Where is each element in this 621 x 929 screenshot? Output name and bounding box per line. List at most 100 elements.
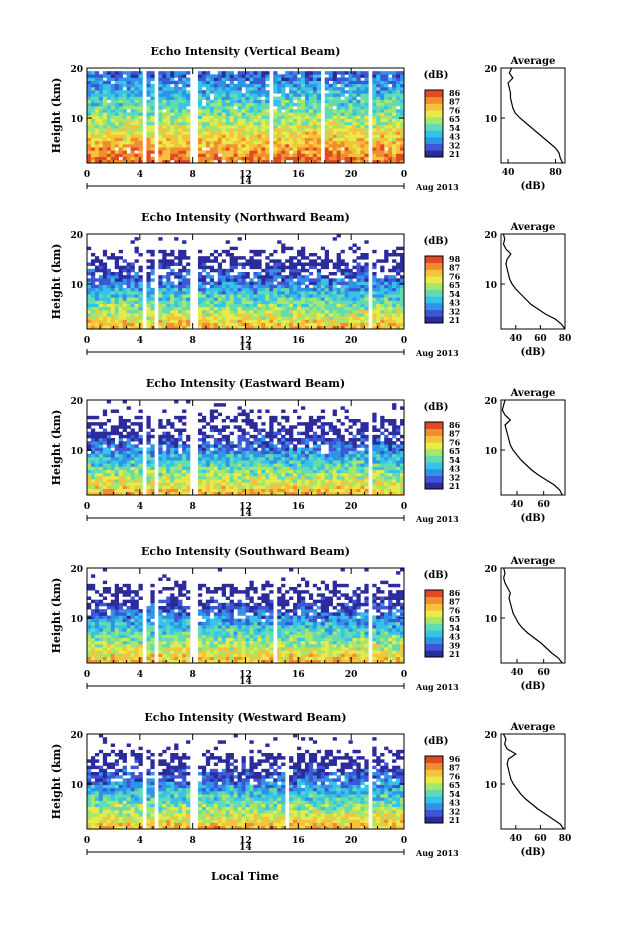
heatmap-cell (213, 313, 219, 317)
heatmap-cell (273, 482, 278, 486)
heatmap-cell (304, 447, 310, 451)
heatmap-cell (285, 281, 290, 285)
heatmap-cell (253, 102, 258, 107)
heatmap-cell (166, 287, 171, 292)
heatmap-cell (293, 87, 298, 91)
heatmap-cell (197, 313, 203, 317)
heatmap-cell (312, 265, 318, 270)
heatmap-cell (269, 303, 274, 308)
heatmap-cell (138, 90, 143, 94)
heatmap-cell (102, 153, 108, 157)
heatmap-cell (94, 74, 100, 78)
heatmap-cell (130, 131, 135, 135)
heatmap-cell (364, 144, 369, 148)
heatmap-cell (94, 125, 100, 129)
heatmap-cell (217, 71, 223, 75)
heatmap-cell (174, 93, 179, 97)
heatmap-cell (229, 319, 234, 323)
heatmap-cell (162, 450, 167, 455)
heatmap-cell (300, 150, 306, 154)
heatmap-cell (134, 246, 139, 251)
heatmap-cell (328, 96, 333, 100)
heatmap-cell (380, 259, 385, 263)
heatmap-cell (174, 74, 179, 78)
heatmap-cell (320, 310, 326, 314)
heatmap-cell (308, 156, 314, 161)
heatmap-cell (277, 74, 282, 78)
heatmap-cell (360, 275, 365, 279)
heatmap-cell (201, 125, 207, 129)
heatmap-cell (174, 131, 179, 135)
heatmap-cell (150, 147, 155, 151)
heatmap-cell (229, 325, 234, 330)
heatmap-cell (138, 325, 143, 330)
heatmap-cell (293, 319, 298, 323)
heatmap-cell (102, 147, 108, 151)
heatmap-cell (126, 278, 131, 282)
heatmap-cell (134, 316, 139, 320)
heatmap-cell (273, 265, 278, 270)
heatmap-cell (376, 322, 381, 327)
heatmap-cell (245, 491, 250, 496)
heatmap-cell (304, 322, 310, 327)
heatmap-cell (106, 115, 112, 119)
heatmap-cell (336, 121, 341, 126)
heatmap-cell (297, 325, 302, 330)
heatmap-cell (245, 287, 250, 292)
heatmap-cell (118, 71, 123, 75)
heatmap-cell (102, 469, 108, 474)
heatmap-cell (138, 303, 143, 308)
heatmap-cell (201, 150, 207, 154)
heatmap-cell (328, 281, 333, 285)
heatmap-cell (257, 469, 262, 474)
heatmap-cell (273, 316, 278, 320)
heatmap-cell (98, 313, 104, 317)
heatmap-cell (277, 441, 282, 445)
heatmap-cell (158, 106, 163, 110)
heatmap-cell (261, 71, 266, 75)
heatmap-cell (118, 125, 123, 129)
heatmap-cell (126, 275, 131, 279)
heatmap-cell (289, 112, 294, 116)
heatmap-cell (90, 488, 96, 493)
heatmap-cell (352, 294, 357, 298)
heatmap-cell (281, 476, 286, 480)
heatmap-cell (213, 156, 219, 161)
x-tick-label: 0 (84, 336, 90, 346)
heatmap-cell (293, 479, 298, 483)
heatmap-cell (328, 156, 333, 161)
heatmap-cell (277, 134, 282, 138)
heatmap-cell (209, 268, 215, 273)
heatmap-cell (90, 131, 96, 135)
heatmap-cell (94, 83, 100, 88)
heatmap-cell (265, 460, 270, 464)
colorbar-tick-label: 32 (449, 140, 460, 150)
heatmap-cell (308, 71, 314, 75)
heatmap-cell (162, 463, 167, 467)
heatmap-cell (285, 74, 290, 78)
heatmap-cell (122, 441, 127, 445)
heatmap-cell (225, 284, 230, 289)
heatmap-cell (205, 287, 211, 292)
heatmap-cell (285, 106, 290, 110)
heatmap-cell (261, 287, 266, 292)
heatmap-cell (281, 428, 286, 432)
heatmap-cell (197, 476, 203, 480)
heatmap-cell (233, 144, 238, 148)
heatmap-cell (269, 476, 274, 480)
heatmap-cell (392, 93, 397, 97)
heatmap-cell (328, 291, 333, 295)
heatmap-cell (277, 325, 282, 330)
heatmap-cell (126, 294, 131, 298)
heatmap-cell (289, 325, 294, 330)
heatmap-cell (380, 137, 385, 142)
heatmap-cell (98, 447, 104, 451)
heatmap-cell (249, 291, 254, 295)
heatmap-cell (126, 153, 131, 157)
heatmap-cell (197, 300, 203, 304)
heatmap-cell (201, 109, 207, 113)
heatmap-cell (328, 150, 333, 154)
heatmap-cell (364, 140, 369, 145)
heatmap-cell (110, 99, 116, 104)
heatmap-cell (376, 297, 381, 301)
